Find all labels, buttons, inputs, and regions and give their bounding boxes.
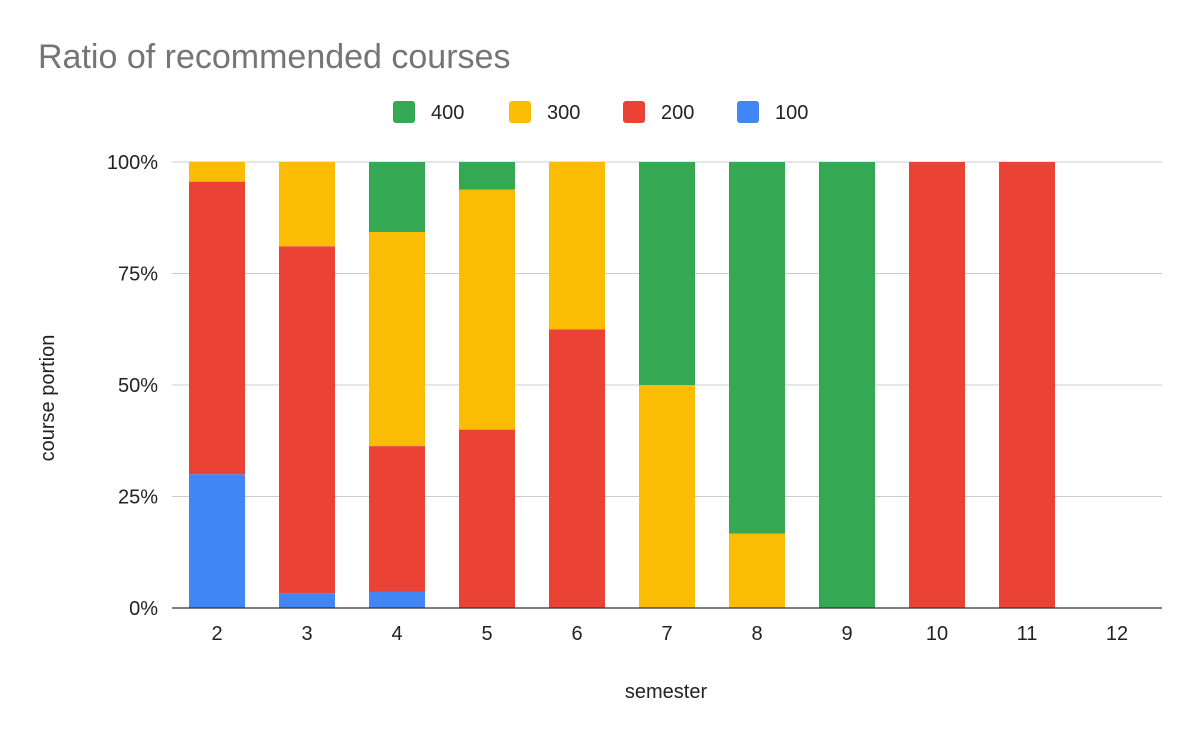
bar-segment-100-semester-4 [369,591,425,608]
chart-title: Ratio of recommended courses [38,38,510,76]
bar-segment-200-semester-2 [189,181,245,475]
bar-segment-400-semester-5 [459,162,515,190]
legend-item-300: 300 [509,101,580,124]
bar-segment-200-semester-3 [279,246,335,594]
y-tick-labels: 0% 25% 50% 75% 100% [107,152,158,620]
y-tick-label: 75% [118,264,158,286]
bars [172,162,1162,609]
legend-swatch [509,101,531,123]
y-axis-title: course portion [37,335,59,462]
legend-label: 200 [661,102,694,124]
legend-item-100: 100 [737,101,808,124]
bar-segment-300-semester-5 [459,189,515,430]
y-tick-label: 50% [118,375,158,397]
bar-segment-200-semester-6 [549,329,605,608]
bar-segment-300-semester-8 [729,533,785,608]
bar-segment-300-semester-6 [549,162,605,330]
bar-segment-300-semester-7 [639,385,695,608]
x-tick-label: 7 [661,623,672,645]
bar-segment-300-semester-3 [279,162,335,247]
legend-item-200: 200 [623,101,694,124]
x-tick-label: 5 [481,623,492,645]
x-tick-label: 2 [211,623,222,645]
legend: 400 300 200 100 [393,101,808,124]
x-tick-label: 10 [926,623,948,645]
legend-label: 400 [431,102,464,124]
x-tick-label: 3 [301,623,312,645]
x-axis-title: semester [625,681,708,703]
y-tick-label: 25% [118,487,158,509]
legend-label: 100 [775,102,808,124]
legend-swatch [393,101,415,123]
x-tick-label: 9 [841,623,852,645]
bar-segment-100-semester-2 [189,474,245,608]
legend-item-400: 400 [393,101,464,124]
bar-segment-200-semester-11 [999,162,1055,608]
bar-segment-300-semester-2 [189,162,245,182]
x-tick-labels: 2 3 4 5 6 7 8 9 10 11 12 [211,623,1128,645]
bar-segment-400-semester-7 [639,162,695,385]
legend-label: 300 [547,102,580,124]
bar-segment-400-semester-4 [369,162,425,233]
x-tick-label: 11 [1017,623,1038,645]
bar-segment-200-semester-10 [909,162,965,608]
bar-segment-300-semester-4 [369,232,425,447]
bar-segment-400-semester-9 [819,162,875,608]
bar-segment-200-semester-4 [369,446,425,592]
x-tick-label: 12 [1106,623,1128,645]
y-tick-label: 100% [107,152,158,174]
bar-segment-400-semester-8 [729,162,785,534]
y-tick-label: 0% [129,598,158,620]
legend-swatch [623,101,645,123]
legend-swatch [737,101,759,123]
x-tick-label: 4 [391,623,402,645]
bar-segment-100-semester-3 [279,593,335,608]
x-tick-label: 8 [751,623,762,645]
x-tick-label: 6 [571,623,582,645]
bar-segment-200-semester-5 [459,429,515,608]
